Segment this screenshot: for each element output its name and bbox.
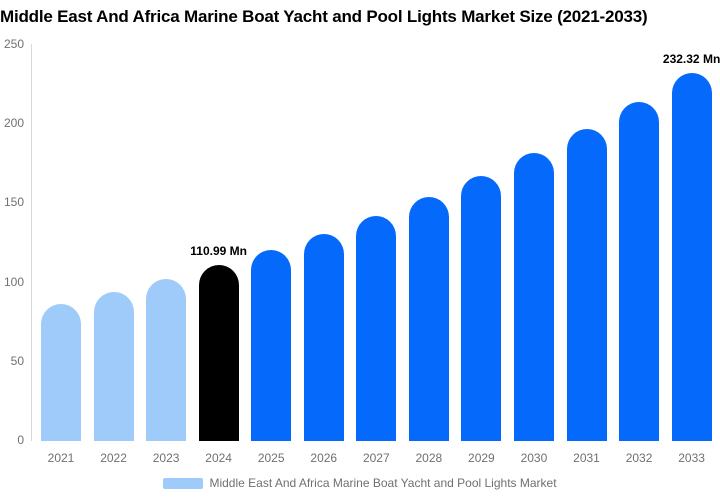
x-label-2023: 2023 (152, 451, 180, 465)
x-label-2030: 2030 (520, 451, 548, 465)
y-tick-label-200: 200 (3, 116, 24, 131)
y-tick-label-100: 100 (3, 274, 24, 289)
bar-2022[interactable] (93, 291, 134, 441)
bar-2024[interactable] (198, 265, 239, 441)
bar-2021[interactable] (41, 303, 81, 441)
bar-2025[interactable] (251, 250, 292, 441)
y-tick-label-250: 250 (3, 37, 24, 51)
x-label-2029: 2029 (468, 451, 495, 465)
bar-2029[interactable] (461, 176, 502, 441)
legend-label: Middle East And Africa Marine Boat Yacht… (209, 476, 557, 490)
legend[interactable]: Middle East And Africa Marine Boat Yacht… (0, 475, 720, 491)
y-tick-label-50: 50 (10, 353, 24, 368)
x-label-2031: 2031 (573, 451, 600, 465)
bar-2030[interactable] (513, 153, 554, 441)
legend-swatch (163, 477, 204, 489)
x-label-2033: 2033 (678, 451, 705, 465)
chart-title: Middle East And Africa Marine Boat Yacht… (0, 7, 648, 26)
bar-2023[interactable] (146, 279, 187, 441)
bar-2028[interactable] (408, 196, 449, 441)
bar-value-label-2024: 110.99 Mn (190, 244, 247, 259)
x-label-2027: 2027 (362, 451, 390, 465)
x-label-2032: 2032 (625, 451, 653, 465)
bar-2031[interactable] (566, 128, 607, 441)
bar-value-label-2033: 232.32 Mn (662, 52, 720, 67)
x-label-2022: 2022 (100, 451, 127, 465)
bar-2033[interactable] (671, 73, 712, 441)
x-label-2025: 2025 (257, 451, 285, 465)
x-label-2028: 2028 (415, 451, 443, 465)
x-label-2026: 2026 (310, 451, 338, 465)
y-tick-label-150: 150 (3, 195, 24, 210)
y-axis-line (31, 44, 32, 441)
x-label-2021: 2021 (47, 451, 75, 465)
x-label-2024: 2024 (205, 451, 232, 465)
bar-2032[interactable] (619, 102, 660, 441)
bar-2026[interactable] (303, 233, 344, 441)
bar-2027[interactable] (356, 216, 397, 441)
y-tick-label-0: 0 (17, 433, 24, 447)
